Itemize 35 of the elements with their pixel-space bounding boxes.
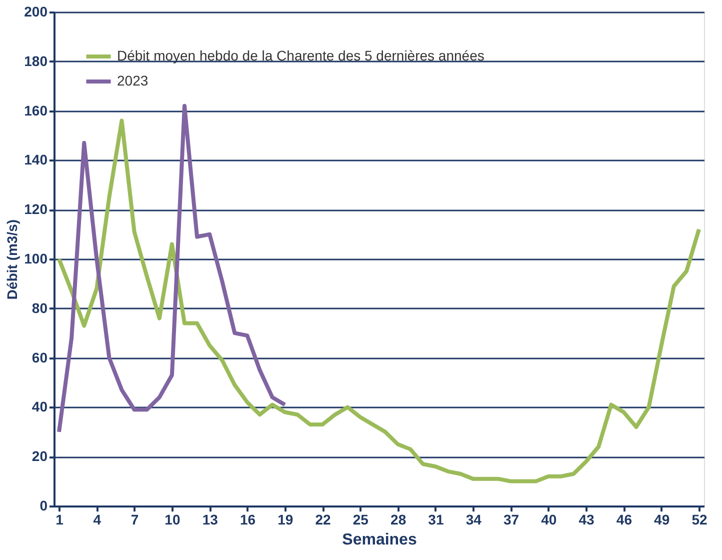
- x-tick-label: 25: [352, 512, 369, 528]
- x-tick-label: 10: [164, 512, 180, 528]
- x-tick-label: 40: [541, 512, 557, 528]
- x-tick-label: 19: [278, 512, 294, 528]
- x-tick-label: 22: [315, 512, 332, 528]
- x-axis-title: Semaines: [342, 532, 417, 548]
- y-tick-label: 60: [32, 349, 48, 366]
- y-tick-label: 20: [32, 448, 48, 464]
- y-tick-label: 40: [32, 398, 48, 415]
- y-tick-label: 180: [24, 52, 48, 69]
- y-tick-label: 200: [24, 4, 48, 20]
- x-tick-label: 49: [654, 512, 670, 528]
- line-series: [57, 104, 287, 434]
- y-tick-label: 0: [40, 498, 48, 514]
- x-tick-label: 13: [202, 512, 218, 528]
- x-tick-label: 43: [578, 512, 595, 528]
- line-series: [57, 118, 701, 484]
- x-tick-label: 4: [93, 512, 102, 528]
- y-axis-title: Débit (m3/s): [4, 219, 20, 300]
- y-tick-label: 140: [24, 152, 48, 168]
- x-tick-label: 1: [56, 512, 64, 528]
- legend-label: 2023: [117, 72, 148, 88]
- x-tick-label: 34: [466, 512, 482, 528]
- x-tick-label: 31: [428, 512, 444, 528]
- legend-label: Débit moyen hebdo de la Charente des 5 dernières années: [117, 48, 484, 64]
- x-tick-label: 52: [692, 512, 708, 528]
- x-tick-label: 37: [503, 512, 520, 528]
- x-tick-label: 28: [390, 512, 406, 528]
- x-tick-label: 46: [616, 512, 632, 528]
- y-tick-label: 160: [24, 102, 48, 118]
- x-tick-label: 7: [130, 512, 139, 528]
- x-tick-label: 16: [240, 512, 256, 528]
- y-tick-label: 100: [24, 250, 48, 266]
- y-tick-label: 80: [32, 300, 48, 316]
- y-tick-label: 120: [24, 201, 48, 218]
